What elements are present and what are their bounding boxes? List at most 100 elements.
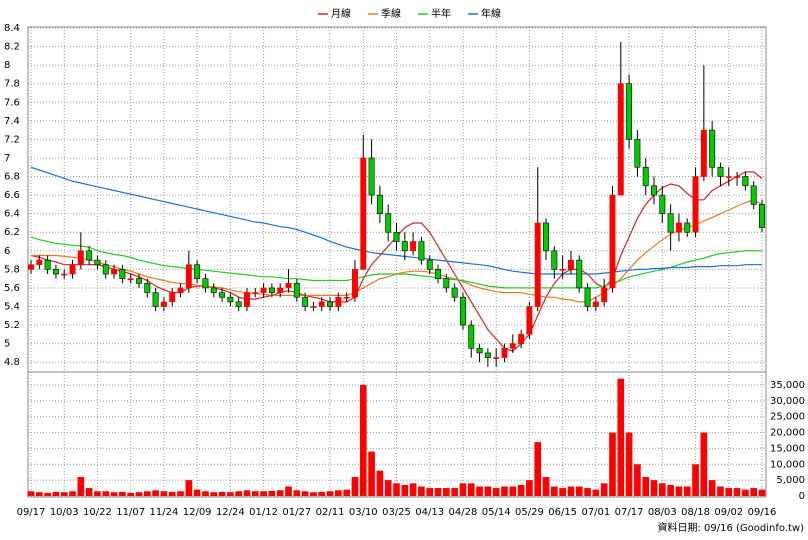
volume-bar [467, 483, 475, 496]
volume-bar [683, 486, 691, 496]
volume-bar [758, 489, 766, 496]
candle-body [69, 264, 76, 275]
candle-body [401, 241, 408, 252]
volume-bar [94, 491, 101, 496]
volume-bar [418, 486, 425, 496]
volume-bar [119, 491, 126, 496]
x-tick-label: 04/28 [449, 507, 478, 518]
volume-bar [750, 488, 758, 496]
candle-body [426, 259, 433, 270]
volume-bar [143, 491, 151, 496]
candle-body [451, 287, 458, 298]
x-tick-label: 11/24 [149, 507, 178, 518]
volume-bar [401, 484, 409, 496]
y-tick-label: 5 [4, 339, 10, 350]
y2-tick-label: 10,000 [770, 459, 805, 470]
candle-body [368, 157, 375, 196]
volume-bar [335, 490, 342, 496]
candle-body [418, 241, 425, 261]
y2-tick-label: 35,000 [770, 380, 805, 391]
volume-bar [235, 491, 242, 496]
candle-body [202, 278, 209, 289]
volume-bar [160, 491, 168, 496]
y-tick-label: 6.2 [4, 227, 20, 238]
volume-bar [634, 464, 641, 496]
volume-bar [326, 491, 334, 496]
candle-body [592, 301, 599, 307]
candle-body [609, 194, 616, 289]
volume-bar [285, 486, 292, 496]
volume-bar [268, 490, 276, 496]
y-tick-label: 7.8 [4, 79, 20, 90]
x-tick-label: 04/13 [415, 507, 444, 518]
volume-bar [575, 486, 583, 496]
volume-bar [667, 484, 674, 496]
x-tick-label: 05/14 [482, 507, 511, 518]
volume-bar [77, 476, 85, 496]
candle-body [509, 343, 516, 349]
volume-bar [202, 491, 209, 496]
candle-body [717, 166, 724, 177]
y-tick-label: 7.4 [4, 116, 20, 127]
x-tick-label: 05/29 [515, 507, 544, 518]
candle-body [77, 250, 84, 266]
y2-tick-label: 20,000 [770, 428, 805, 439]
candle-body [94, 259, 101, 266]
candle-body [642, 166, 649, 187]
candle-body [260, 287, 267, 293]
x-tick-label: 03/25 [382, 507, 411, 518]
volume-bar [592, 489, 600, 496]
legend-label: 季線 [381, 7, 401, 20]
volume-bar [617, 378, 625, 496]
candle-body [194, 264, 201, 279]
candle-body [277, 287, 284, 293]
volume-bar [692, 464, 699, 496]
volume-bar [434, 488, 442, 496]
y-tick-label: 8.2 [4, 42, 20, 53]
candle-body [177, 287, 184, 293]
x-tick-label: 08/03 [648, 507, 677, 518]
candle-body [667, 213, 674, 233]
volume-bar [642, 476, 650, 496]
y-tick-label: 5.8 [4, 264, 20, 275]
volume-bar [567, 486, 575, 496]
candle-body [144, 283, 151, 293]
candle-body [52, 269, 59, 275]
volume-bar [127, 492, 135, 496]
volume-bar [293, 490, 301, 496]
moving-average-line [30, 166, 762, 275]
candle-body [44, 259, 51, 270]
volume-bar [501, 486, 508, 496]
candle-body [410, 241, 417, 252]
candle-body [709, 129, 716, 168]
y-tick-label: 6.6 [4, 190, 20, 201]
x-tick-label: 11/07 [116, 507, 145, 518]
volume-bar [742, 489, 749, 496]
candle-body [484, 352, 491, 358]
volume-bar [177, 491, 184, 496]
y2-tick-label: 30,000 [770, 396, 805, 407]
volume-bar [476, 486, 483, 496]
candle-body [227, 296, 234, 303]
x-tick-label: 02/11 [316, 507, 345, 518]
volume-bar [110, 492, 118, 496]
volume-bar [725, 488, 733, 496]
candle-body [302, 296, 309, 307]
candle-body [742, 176, 749, 187]
volume-bar [102, 491, 110, 496]
candle-body [210, 287, 217, 293]
x-tick-label: 09/17 [17, 507, 46, 518]
volume-bar [318, 491, 326, 496]
candle-body [501, 347, 508, 358]
volume-bar [52, 491, 60, 496]
candle-body [576, 259, 583, 289]
volume-bar [708, 480, 716, 496]
candle-body [185, 264, 192, 289]
legend-label: 年線 [481, 7, 501, 20]
candle-body [360, 157, 367, 270]
volume-bar [359, 385, 367, 496]
candle-body [634, 139, 641, 168]
candle-body [543, 222, 549, 252]
